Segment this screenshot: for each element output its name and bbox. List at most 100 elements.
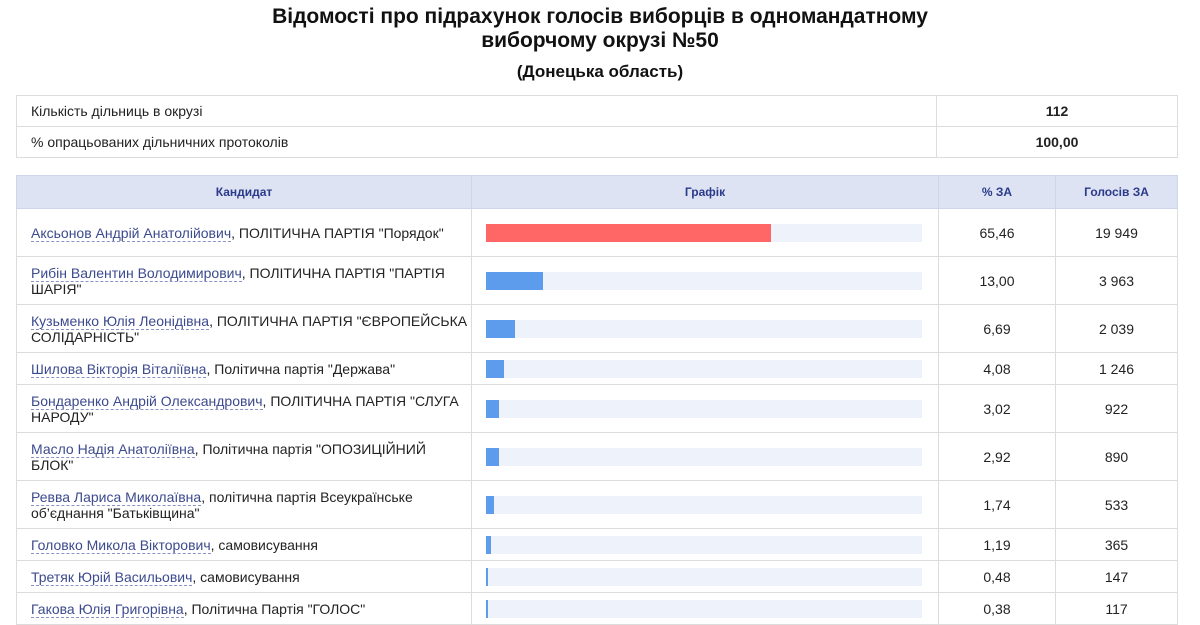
percent-cell: 2,92 xyxy=(938,432,1056,481)
vote-share-track xyxy=(486,399,922,418)
vote-share-bar xyxy=(486,223,772,242)
vote-share-track xyxy=(486,271,922,290)
vote-share-track xyxy=(486,567,922,586)
candidate-name-link[interactable]: Шилова Вікторія Віталіївна xyxy=(31,360,207,378)
candidate-cell: Аксьонов Андрій Анатолійович, ПОЛІТИЧНА … xyxy=(16,208,472,257)
votes-cell: 2 039 xyxy=(1055,304,1178,353)
stats-label: % опрацьованих дільничних протоколів xyxy=(16,126,937,158)
graph-cell xyxy=(471,304,939,353)
candidate-name-link[interactable]: Бондаренко Андрій Олександрович xyxy=(31,392,263,410)
candidate-cell: Третяк Юрій Васильович, самовисування xyxy=(16,560,472,593)
candidate-party: , самовисування xyxy=(192,568,300,585)
vote-share-bar xyxy=(486,599,489,618)
candidate-party: , самовисування xyxy=(210,536,318,553)
vote-share-bar xyxy=(486,535,492,554)
page-title: Відомості про підрахунок голосів виборці… xyxy=(0,5,1200,53)
table-row: Головко Микола Вікторович, самовисування… xyxy=(16,528,1178,561)
candidate-cell: Бондаренко Андрій Олександрович, ПОЛІТИЧ… xyxy=(16,384,472,433)
stats-label: Кількість дільниць в окрузі xyxy=(16,95,937,127)
percent-cell: 6,69 xyxy=(938,304,1056,353)
vote-share-bar xyxy=(486,399,500,418)
graph-cell xyxy=(471,592,939,625)
graph-cell xyxy=(471,256,939,305)
candidate-party: , Політична партія "Держава" xyxy=(206,360,396,377)
table-row: Масло Надія Анатоліївна, Політична парті… xyxy=(16,432,1178,481)
table-row: Третяк Юрій Васильович, самовисування 0,4… xyxy=(16,560,1178,593)
graph-cell xyxy=(471,432,939,481)
candidate-name-link[interactable]: Ревва Лариса Миколаївна xyxy=(31,488,202,506)
percent-cell: 1,74 xyxy=(938,480,1056,529)
graph-cell xyxy=(471,352,939,385)
percent-cell: 0,48 xyxy=(938,560,1056,593)
vote-share-track xyxy=(486,599,922,618)
vote-share-track xyxy=(486,495,922,514)
stats-value: 112 xyxy=(936,95,1178,127)
candidate-cell: Рибін Валентин Володимирович, ПОЛІТИЧНА … xyxy=(16,256,472,305)
vote-share-track xyxy=(486,447,922,466)
candidate-cell: Кузьменко Юлія Леонідівна, ПОЛІТИЧНА ПАР… xyxy=(16,304,472,353)
candidate-cell: Шилова Вікторія Віталіївна, Політична па… xyxy=(16,352,472,385)
table-row: Ревва Лариса Миколаївна, політична парті… xyxy=(16,480,1178,529)
votes-cell: 365 xyxy=(1055,528,1178,561)
candidate-party: , політична партія Всеукраїнське об’єдна… xyxy=(31,488,413,521)
column-header-graph: Графік xyxy=(471,175,939,209)
graph-cell xyxy=(471,528,939,561)
table-row: Бондаренко Андрій Олександрович, ПОЛІТИЧ… xyxy=(16,384,1178,433)
stats-row: % опрацьованих дільничних протоколів 100… xyxy=(16,126,1178,158)
candidate-party: , Політична партія "ОПОЗИЦІЙНИЙ БЛОК" xyxy=(31,440,426,473)
table-row: Шилова Вікторія Віталіївна, Політична па… xyxy=(16,352,1178,385)
results-body: Аксьонов Андрій Анатолійович, ПОЛІТИЧНА … xyxy=(16,208,1178,625)
page-title-line-1: Відомості про підрахунок голосів виборці… xyxy=(272,5,928,28)
graph-cell xyxy=(471,208,939,257)
candidate-cell: Ревва Лариса Миколаївна, політична парті… xyxy=(16,480,472,529)
vote-share-track xyxy=(486,359,922,378)
vote-share-bar xyxy=(486,319,516,338)
results-header-row: Кандидат Графік % ЗА Голосів ЗА xyxy=(16,175,1178,209)
column-header-votes: Голосів ЗА xyxy=(1055,175,1178,209)
column-header-percent: % ЗА xyxy=(938,175,1056,209)
votes-cell: 1 246 xyxy=(1055,352,1178,385)
candidate-cell: Головко Микола Вікторович, самовисування xyxy=(16,528,472,561)
stats-value: 100,00 xyxy=(936,126,1178,158)
candidate-cell: Масло Надія Анатоліївна, Політична парті… xyxy=(16,432,472,481)
stats-row: Кількість дільниць в окрузі 112 xyxy=(16,95,1178,127)
vote-share-track xyxy=(486,319,922,338)
vote-share-bar xyxy=(486,495,494,514)
percent-cell: 1,19 xyxy=(938,528,1056,561)
table-row: Гакова Юлія Григорівна, Політична Партія… xyxy=(16,592,1178,625)
candidate-name-link[interactable]: Гакова Юлія Григорівна xyxy=(31,600,184,618)
vote-share-bar xyxy=(486,359,504,378)
candidate-name-link[interactable]: Третяк Юрій Васильович xyxy=(31,568,193,586)
percent-cell: 0,38 xyxy=(938,592,1056,625)
percent-cell: 13,00 xyxy=(938,256,1056,305)
votes-cell: 19 949 xyxy=(1055,208,1178,257)
page-title-line-2: виборчому окрузі №50 xyxy=(481,29,719,52)
votes-cell: 922 xyxy=(1055,384,1178,433)
votes-cell: 147 xyxy=(1055,560,1178,593)
candidate-party: , Політична Партія "ГОЛОС" xyxy=(183,600,366,617)
candidate-name-link[interactable]: Аксьонов Андрій Анатолійович xyxy=(31,224,232,242)
percent-cell: 4,08 xyxy=(938,352,1056,385)
votes-cell: 890 xyxy=(1055,432,1178,481)
votes-cell: 117 xyxy=(1055,592,1178,625)
vote-share-bar xyxy=(486,447,499,466)
candidate-party: , ПОЛІТИЧНА ПАРТІЯ "ЄВРОПЕЙСЬКА СОЛІДАРН… xyxy=(31,312,468,345)
votes-cell: 533 xyxy=(1055,480,1178,529)
votes-cell: 3 963 xyxy=(1055,256,1178,305)
graph-cell xyxy=(471,560,939,593)
results-table: Кандидат Графік % ЗА Голосів ЗА Аксьонов… xyxy=(16,175,1178,625)
candidate-party: , ПОЛІТИЧНА ПАРТІЯ "Порядок" xyxy=(231,224,444,241)
table-row: Аксьонов Андрій Анатолійович, ПОЛІТИЧНА … xyxy=(16,208,1178,257)
candidate-cell: Гакова Юлія Григорівна, Політична Партія… xyxy=(16,592,472,625)
candidate-name-link[interactable]: Рибін Валентин Володимирович xyxy=(31,264,242,282)
graph-cell xyxy=(471,384,939,433)
candidate-name-link[interactable]: Головко Микола Вікторович xyxy=(31,536,211,554)
graph-cell xyxy=(471,480,939,529)
table-row: Кузьменко Юлія Леонідівна, ПОЛІТИЧНА ПАР… xyxy=(16,304,1178,353)
vote-share-bar xyxy=(486,271,543,290)
percent-cell: 65,46 xyxy=(938,208,1056,257)
column-header-candidate: Кандидат xyxy=(16,175,472,209)
candidate-name-link[interactable]: Масло Надія Анатоліївна xyxy=(31,440,195,458)
vote-share-track xyxy=(486,223,922,242)
candidate-name-link[interactable]: Кузьменко Юлія Леонідівна xyxy=(31,312,210,330)
